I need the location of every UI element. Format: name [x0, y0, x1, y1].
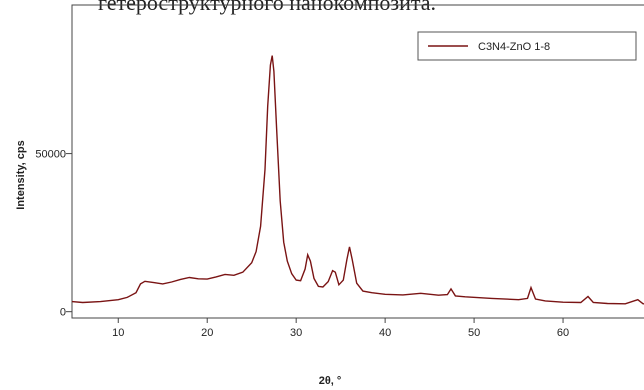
data-line: [71, 55, 644, 305]
x-tick-label: 50: [468, 327, 480, 339]
x-tick-label: 10: [112, 327, 124, 339]
x-axis-label: 2θ, °: [319, 375, 342, 387]
plot-frame: [71, 4, 644, 319]
x-tick-label: 30: [290, 327, 302, 339]
x-tick-label: 20: [201, 327, 213, 339]
x-tick-label: 60: [557, 327, 569, 339]
y-axis-label: Intensity, cps: [15, 140, 27, 209]
y-tick-label: 0: [60, 307, 66, 319]
y-tick-label: 50000: [35, 149, 66, 161]
legend-label: C3N4-ZnO 1-8: [478, 41, 550, 53]
x-tick-label: 40: [379, 327, 391, 339]
caption: гетероструктурного нанокомпозита.: [98, 0, 436, 15]
